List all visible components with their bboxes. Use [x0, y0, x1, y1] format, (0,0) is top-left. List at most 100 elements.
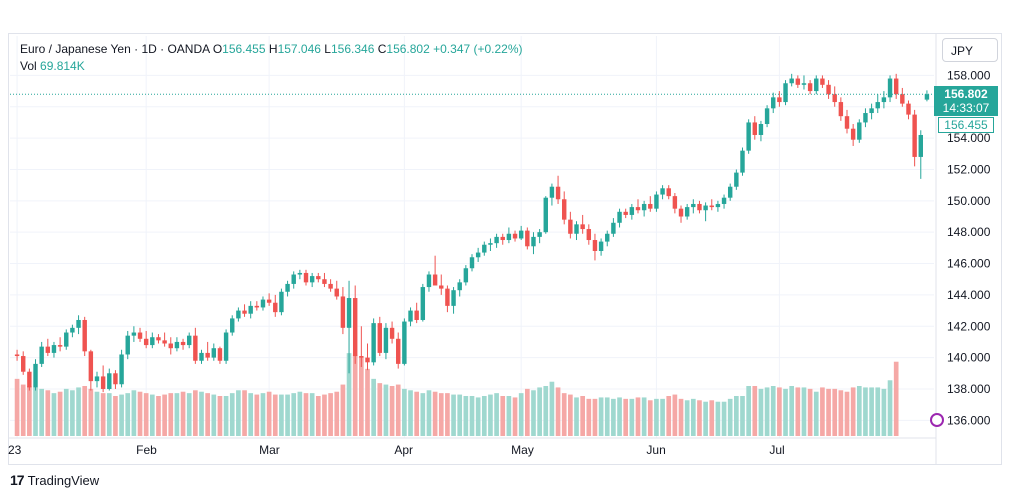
volume-bar — [500, 396, 506, 436]
candle-body — [365, 357, 370, 363]
x-tick-label: 23 — [8, 443, 22, 457]
candle-body — [641, 203, 647, 211]
candle-body — [322, 279, 327, 284]
candle-body — [402, 321, 407, 364]
candle-body — [555, 186, 561, 200]
candle-body — [45, 346, 51, 353]
x-tick-label: Jul — [769, 443, 784, 457]
last-price-tag: 156.802 14:33:07 — [934, 86, 998, 116]
candle-body — [463, 268, 469, 283]
y-tick-label: 150.000 — [947, 194, 991, 208]
volume-bar — [740, 396, 745, 436]
volume-bar — [838, 390, 844, 436]
candle-body — [721, 197, 727, 204]
candle-body — [494, 236, 499, 244]
symbol-source: OANDA — [167, 42, 210, 56]
volume-bar — [414, 391, 420, 436]
candle-body — [396, 338, 401, 364]
volume-bar — [254, 394, 260, 436]
candle-body — [887, 78, 893, 98]
candle-body — [162, 340, 167, 344]
x-tick-label: Mar — [259, 443, 280, 457]
volume-bar — [217, 396, 223, 436]
volume-label: Vol — [20, 59, 37, 73]
candle-body — [150, 337, 155, 346]
candle-body — [684, 207, 690, 217]
volume-bar — [143, 393, 149, 436]
candle-body — [143, 338, 149, 346]
volume-bar — [512, 397, 518, 436]
volume-bar — [672, 394, 678, 436]
currency-button[interactable]: JPY — [942, 38, 998, 62]
volume-bar — [223, 396, 229, 436]
y-tick-label: 152.000 — [947, 162, 991, 176]
candle-body — [771, 97, 776, 109]
symbol-legend: Euro / Japanese Yen · 1D · OANDA O156.45… — [20, 42, 523, 56]
low-value: 156.346 — [330, 42, 375, 56]
volume-bar — [734, 396, 739, 436]
volume-bar — [315, 396, 321, 436]
volume-bar — [709, 400, 715, 436]
candle-body — [316, 276, 321, 280]
volume-bar — [666, 396, 672, 436]
candle-body — [918, 134, 923, 157]
volume-bar — [758, 388, 764, 436]
candle-body — [598, 241, 604, 251]
volume-bar — [764, 387, 770, 436]
candle-body — [549, 186, 555, 198]
volume-bar — [586, 398, 592, 436]
volume-bar — [703, 401, 708, 436]
candle-body — [857, 122, 862, 140]
volume-bar — [205, 393, 210, 436]
candle-body — [869, 108, 874, 114]
volume-bar — [555, 387, 561, 436]
candle-body — [672, 196, 678, 209]
candle-body — [217, 348, 223, 361]
candle-body — [100, 376, 106, 389]
volume-bar — [832, 388, 838, 436]
volume-bar — [94, 391, 100, 436]
volume-bar — [795, 387, 801, 436]
volume-bar — [727, 398, 733, 436]
volume-bar — [113, 396, 118, 436]
volume-bar — [291, 393, 297, 436]
volume-bar — [51, 393, 57, 436]
candle-body — [21, 356, 26, 372]
open-price-tag: 156.455 — [938, 117, 994, 133]
x-tick-label: Jun — [646, 443, 665, 457]
volume-bar — [438, 393, 444, 436]
candle-body — [131, 332, 137, 336]
candle-body — [900, 94, 905, 104]
volume-bar — [690, 398, 696, 436]
candle-body — [709, 205, 714, 208]
volume-bar — [20, 384, 26, 436]
candle-body — [426, 274, 432, 288]
candle-body — [174, 341, 180, 349]
volume-bar — [88, 388, 94, 436]
candle-body — [537, 232, 542, 237]
candle-body — [783, 83, 788, 103]
candle-body — [242, 310, 247, 314]
candle-body — [439, 285, 444, 289]
candle-body — [137, 332, 143, 339]
volume-bar — [543, 386, 549, 436]
candle-body — [285, 283, 290, 292]
volume-bar — [63, 388, 69, 436]
volume-bar — [432, 391, 438, 436]
candle-body — [88, 351, 94, 382]
volume-bar — [377, 383, 383, 436]
volume-bar — [402, 388, 407, 436]
candle-body — [303, 272, 309, 283]
volume-bar — [106, 393, 112, 436]
volume-bar — [131, 390, 137, 436]
event-marker-icon[interactable] — [930, 413, 944, 427]
tradingview-logo[interactable]: 17 TradingView — [10, 472, 99, 488]
candle-body — [777, 97, 782, 103]
volume-bar — [76, 387, 81, 436]
candle-body — [14, 354, 20, 357]
volume-bar — [297, 391, 303, 436]
candle-body — [33, 363, 38, 388]
volume-bar — [340, 384, 346, 436]
candle-body — [309, 276, 315, 283]
